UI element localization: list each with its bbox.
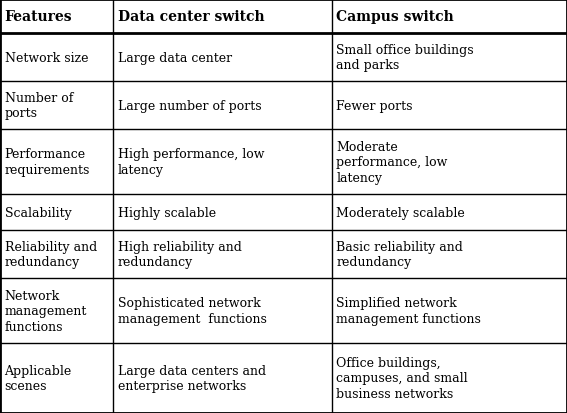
Bar <box>113 34 332 82</box>
Bar <box>332 0 567 34</box>
Bar <box>332 230 567 278</box>
Text: Large data center: Large data center <box>118 51 232 64</box>
Text: Scalability: Scalability <box>5 206 71 219</box>
Text: Number of
ports: Number of ports <box>5 92 73 120</box>
Text: High performance, low
latency: High performance, low latency <box>118 148 264 176</box>
Bar <box>0 230 113 278</box>
Text: Applicable
scenes: Applicable scenes <box>5 364 72 392</box>
Text: Moderately scalable: Moderately scalable <box>336 206 465 219</box>
Text: Sophisticated network
management  functions: Sophisticated network management functio… <box>118 297 267 325</box>
Text: Features: Features <box>5 10 72 24</box>
Text: Small office buildings
and parks: Small office buildings and parks <box>336 44 474 72</box>
Bar <box>0 343 113 413</box>
Text: Performance
requirements: Performance requirements <box>5 148 90 176</box>
Text: Reliability and
redundancy: Reliability and redundancy <box>5 240 97 268</box>
Text: Fewer ports: Fewer ports <box>336 100 413 112</box>
Text: Highly scalable: Highly scalable <box>118 206 216 219</box>
Text: Campus switch: Campus switch <box>336 10 454 24</box>
Bar <box>113 278 332 343</box>
Bar <box>332 278 567 343</box>
Text: High reliability and
redundancy: High reliability and redundancy <box>118 240 242 268</box>
Bar <box>113 195 332 230</box>
Bar <box>0 278 113 343</box>
Bar <box>332 82 567 130</box>
Bar <box>0 195 113 230</box>
Text: Large data centers and
enterprise networks: Large data centers and enterprise networ… <box>118 364 266 392</box>
Bar <box>113 130 332 195</box>
Bar <box>0 34 113 82</box>
Bar <box>113 82 332 130</box>
Text: Moderate
performance, low
latency: Moderate performance, low latency <box>336 140 447 184</box>
Bar <box>0 0 113 34</box>
Bar <box>332 195 567 230</box>
Text: Network
management
functions: Network management functions <box>5 289 87 333</box>
Text: Simplified network
management functions: Simplified network management functions <box>336 297 481 325</box>
Bar <box>332 130 567 195</box>
Bar <box>0 130 113 195</box>
Text: Data center switch: Data center switch <box>118 10 265 24</box>
Text: Network size: Network size <box>5 51 88 64</box>
Bar <box>113 0 332 34</box>
Text: Office buildings,
campuses, and small
business networks: Office buildings, campuses, and small bu… <box>336 356 468 400</box>
Bar <box>113 343 332 413</box>
Bar <box>0 82 113 130</box>
Bar <box>332 34 567 82</box>
Text: Large number of ports: Large number of ports <box>118 100 261 112</box>
Bar <box>332 343 567 413</box>
Text: Basic reliability and
redundancy: Basic reliability and redundancy <box>336 240 463 268</box>
Bar <box>113 230 332 278</box>
